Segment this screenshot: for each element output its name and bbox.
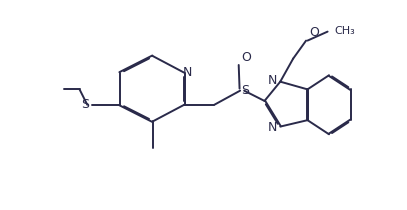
Text: CH₃: CH₃ [334,26,354,36]
Text: O: O [309,26,319,39]
Text: S: S [242,84,249,97]
Text: N: N [267,74,277,87]
Text: N: N [267,121,277,134]
Text: O: O [241,51,251,64]
Text: S: S [81,98,90,111]
Text: N: N [183,66,193,79]
